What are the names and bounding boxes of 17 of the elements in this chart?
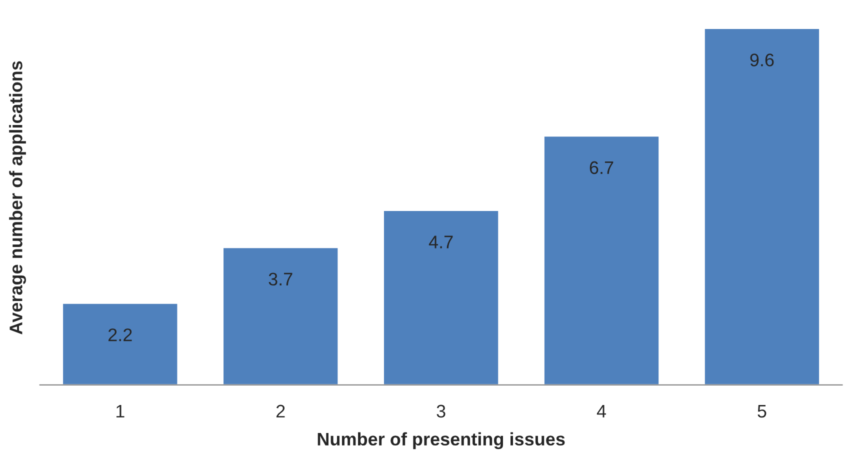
bar xyxy=(704,28,820,385)
bar xyxy=(382,210,500,385)
x-tick-label: 3 xyxy=(436,404,446,418)
data-label: 6.7 xyxy=(590,161,614,174)
bar xyxy=(62,302,179,385)
x-tick-label: 1 xyxy=(116,404,124,418)
data-label: 9.6 xyxy=(750,54,774,66)
bar xyxy=(222,246,340,385)
x-tick-label: 4 xyxy=(596,404,606,418)
x-tick-label: 5 xyxy=(758,404,766,418)
y-axis-title: Average number of applications xyxy=(9,61,26,334)
data-label: 2.2 xyxy=(108,328,132,342)
data-label: 3.7 xyxy=(268,272,292,286)
data-label: 4.7 xyxy=(428,236,453,248)
x-axis-title: Number of presenting issues xyxy=(318,432,565,450)
x-tick-label: 2 xyxy=(276,404,285,418)
bar xyxy=(543,135,660,385)
